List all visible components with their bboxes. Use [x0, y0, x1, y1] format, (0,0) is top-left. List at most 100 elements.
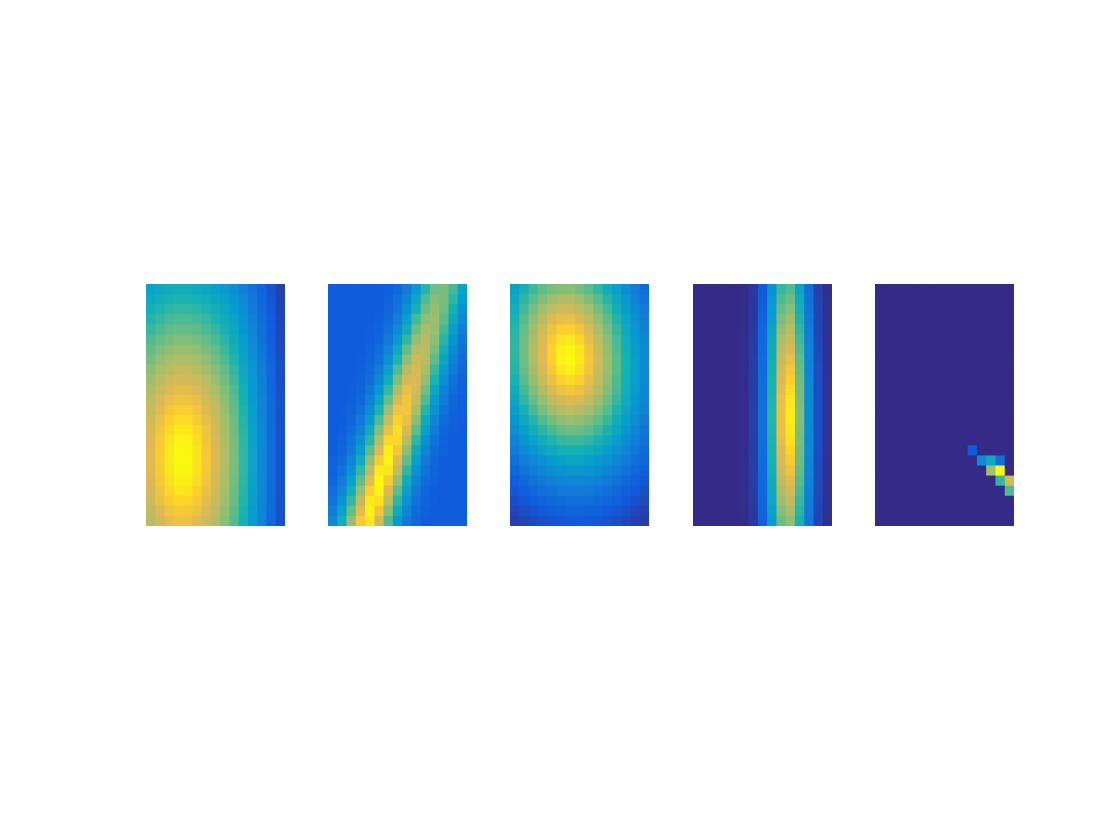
- heatmap-2-cell: [402, 425, 412, 436]
- heatmap-5-cell: [967, 394, 978, 406]
- heatmap-1-cell: [155, 334, 166, 346]
- heatmap-3-cell: [528, 384, 539, 396]
- heatmap-1-cell: [164, 415, 175, 426]
- heatmap-4-cell: [693, 344, 703, 356]
- heatmap-3-cell: [611, 515, 622, 526]
- heatmap-5-cell: [986, 425, 997, 436]
- heatmap-3-cell: [510, 415, 520, 426]
- heatmap-3-cell: [639, 304, 649, 315]
- heatmap-1-cell: [247, 344, 258, 356]
- heatmap-4-cell: [702, 334, 713, 346]
- heatmap-1-cell: [247, 384, 258, 396]
- heatmap-4-cell: [804, 505, 815, 517]
- heatmap-1-cell: [238, 455, 249, 467]
- heatmap-4-cell: [711, 505, 722, 517]
- heatmap-1-cell: [173, 405, 184, 416]
- heatmap-5-cell: [875, 425, 885, 436]
- heatmap-1-cell: [183, 465, 193, 477]
- heatmap-1-cell: [192, 445, 203, 457]
- heatmap-2-cell: [355, 304, 366, 315]
- heatmap-4-cell: [785, 455, 796, 467]
- heatmap-1-cell: [192, 465, 203, 477]
- heatmap-4-cell: [739, 465, 750, 477]
- heatmap-4-cell: [730, 384, 740, 396]
- heatmap-2-cell: [439, 294, 450, 305]
- heatmap-1-cell: [201, 284, 212, 295]
- heatmap-3-cell: [611, 354, 622, 366]
- heatmap-2-cell: [402, 374, 412, 386]
- heatmap-5-cell: [995, 455, 1006, 467]
- heatmap-2-cell: [439, 304, 450, 315]
- heatmap-3-cell: [537, 405, 548, 416]
- heatmap-2-cell: [383, 445, 394, 457]
- heatmap-5-cell: [884, 374, 895, 386]
- heatmap-2-cell: [365, 304, 375, 315]
- heatmap-5-cell: [893, 354, 904, 366]
- heatmap-1-cell: [220, 364, 230, 376]
- heatmap-2-cell: [457, 505, 467, 517]
- heatmap-5-cell: [912, 475, 922, 487]
- heatmap-2-cell: [392, 505, 403, 517]
- heatmap-1-cell: [192, 475, 203, 487]
- heatmap-1-cell: [155, 364, 166, 376]
- heatmap-3-cell: [630, 364, 641, 376]
- heatmap-2-cell: [402, 384, 412, 396]
- heatmap-1-cell: [266, 314, 277, 325]
- heatmap-3-cell: [621, 364, 632, 376]
- heatmap-3-cell: [556, 415, 567, 426]
- heatmap-5-cell: [884, 364, 895, 376]
- heatmap-4-cell: [822, 495, 832, 507]
- heatmap-3-cell: [537, 465, 548, 477]
- heatmap-3-cell: [602, 495, 613, 507]
- heatmap-1-cell: [257, 515, 268, 526]
- heatmap-4-cell: [804, 314, 815, 325]
- heatmap-4-cell: [748, 344, 759, 356]
- heatmap-3-cell: [519, 284, 530, 295]
- heatmap-4-cell: [693, 505, 703, 517]
- heatmap-5-cell: [902, 314, 913, 325]
- heatmap-2-cell: [337, 394, 348, 406]
- heatmap-3-cell: [510, 324, 520, 336]
- heatmap-2-cell: [346, 515, 357, 526]
- heatmap-3-cell: [621, 394, 632, 406]
- heatmap-4-cell: [693, 384, 703, 396]
- heatmap-5-cell: [995, 415, 1006, 426]
- heatmap-2-cell: [374, 405, 385, 416]
- heatmap-3-cell: [639, 284, 649, 295]
- heatmap-3-cell: [630, 455, 641, 467]
- heatmap-2-cell: [411, 374, 422, 386]
- heatmap-5-cell: [958, 505, 969, 517]
- heatmap-2-cell: [402, 334, 412, 346]
- heatmap-5-cell: [967, 415, 978, 426]
- heatmap-4-cell: [757, 435, 768, 446]
- heatmap-1-cell: [201, 495, 212, 507]
- heatmap-1-cell: [183, 475, 193, 487]
- heatmap-5-cell: [976, 515, 987, 526]
- heatmap-5-cell: [958, 354, 969, 366]
- heatmap-5-cell: [949, 384, 959, 396]
- heatmap-4-cell: [702, 294, 713, 305]
- heatmap-5-cell: [958, 284, 969, 295]
- heatmap-2-cell: [448, 354, 459, 366]
- heatmap-5-cell: [967, 374, 978, 386]
- heatmap-2-cell: [429, 294, 440, 305]
- heatmap-5-cell: [939, 384, 950, 396]
- heatmap-1-cell: [155, 314, 166, 325]
- heatmap-4-cell: [702, 455, 713, 467]
- heatmap-4-cell: [748, 384, 759, 396]
- heatmap-4-cell: [785, 324, 796, 336]
- heatmap-2-cell: [328, 294, 338, 305]
- heatmap-3-cell: [565, 344, 576, 356]
- heatmap-1-cell: [247, 334, 258, 346]
- heatmap-4-cell: [739, 475, 750, 487]
- heatmap-4-cell: [739, 505, 750, 517]
- heatmap-2-cell: [429, 304, 440, 315]
- heatmap-1-cell: [155, 485, 166, 497]
- heatmap-3-cell: [556, 485, 567, 497]
- heatmap-3-cell: [639, 405, 649, 416]
- heatmap-5-cell: [912, 284, 922, 295]
- heatmap-3-cell: [611, 455, 622, 467]
- heatmap-1-cell: [164, 364, 175, 376]
- heatmap-4-cell: [739, 334, 750, 346]
- heatmap-3-cell: [537, 415, 548, 426]
